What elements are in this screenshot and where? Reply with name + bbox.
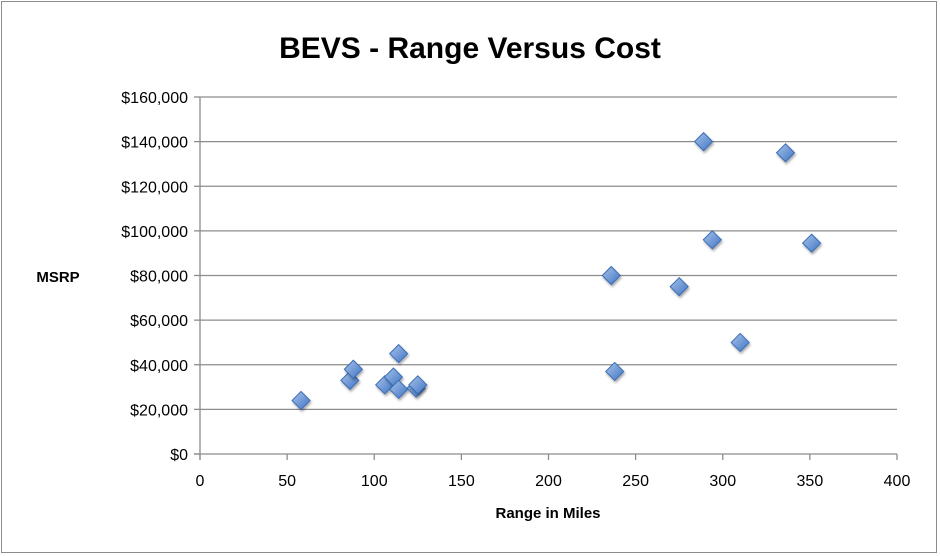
data-point xyxy=(605,361,625,382)
data-point xyxy=(388,343,409,364)
x-tick-label: 200 xyxy=(535,473,562,490)
data-point xyxy=(775,143,796,163)
x-tick-label: 300 xyxy=(709,473,736,490)
y-axis-label: MSRP xyxy=(36,269,79,286)
x-tick-label: 50 xyxy=(278,473,296,490)
y-tick-label: $20,000 xyxy=(130,402,188,419)
y-tick-label: $120,000 xyxy=(121,179,188,196)
chart-title: BEVS - Range Versus Cost xyxy=(279,32,661,65)
data-point xyxy=(343,359,364,379)
y-tick-label: $100,000 xyxy=(121,224,188,241)
data-point xyxy=(693,131,714,152)
y-tick-label: $80,000 xyxy=(130,269,188,286)
data-point xyxy=(669,276,689,297)
data-point xyxy=(408,375,428,395)
y-tick-label: $160,000 xyxy=(121,90,188,107)
y-tick-label: $60,000 xyxy=(130,313,188,330)
data-point xyxy=(388,379,409,400)
y-tick-label: $40,000 xyxy=(130,358,188,375)
y-tick-label: $0 xyxy=(170,447,188,464)
x-tick-label: 400 xyxy=(884,473,911,490)
x-tick-label: 100 xyxy=(361,473,388,490)
x-tick-label: 0 xyxy=(196,473,205,490)
data-point xyxy=(601,265,621,286)
x-tick-label: 250 xyxy=(622,473,649,490)
y-tick-label: $140,000 xyxy=(121,135,188,152)
x-tick-label: 150 xyxy=(448,473,475,490)
data-point xyxy=(801,233,822,253)
x-tick-label: 350 xyxy=(797,473,824,490)
x-axis-label: Range in Miles xyxy=(495,505,600,522)
data-point xyxy=(291,390,311,411)
data-point xyxy=(730,332,750,353)
data-point xyxy=(702,230,723,250)
